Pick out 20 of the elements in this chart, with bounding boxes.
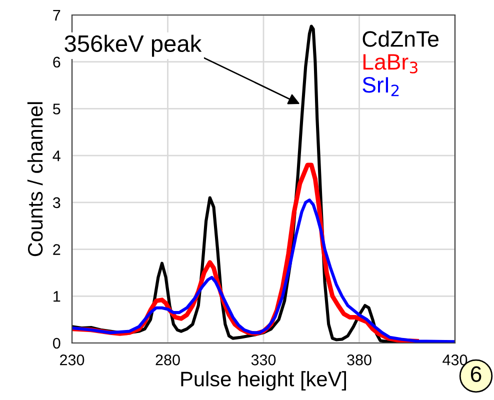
y-tick-label: 5 xyxy=(53,104,60,114)
y-axis-title: Counts / channel xyxy=(27,102,43,256)
y-tick-label: 1 xyxy=(54,291,60,302)
y-tick-label: 2 xyxy=(53,244,60,255)
y-tick-label: 4 xyxy=(52,150,60,162)
text: SrI$_{2}$ xyxy=(362,76,399,96)
x-tick-label: 280 xyxy=(156,354,180,366)
x-tick-label: 430 xyxy=(442,354,468,366)
x-tick-label: 230 xyxy=(60,354,84,366)
y-tick-label: 0 xyxy=(52,338,60,349)
y-tick-label: 3 xyxy=(52,197,60,208)
x-tick-label: 380 xyxy=(347,354,372,366)
text: 6 xyxy=(470,366,482,382)
text: CdZnTe xyxy=(362,30,438,47)
x-tick-label: 330 xyxy=(251,354,276,366)
text: LaBr$_{3}$ xyxy=(363,54,418,74)
x-axis-title: Pulse height [keV] xyxy=(181,371,346,391)
y-tick-label: 7 xyxy=(53,10,60,21)
annotation: 356keV peak xyxy=(64,34,202,57)
y-tick-label: 6 xyxy=(53,56,60,68)
